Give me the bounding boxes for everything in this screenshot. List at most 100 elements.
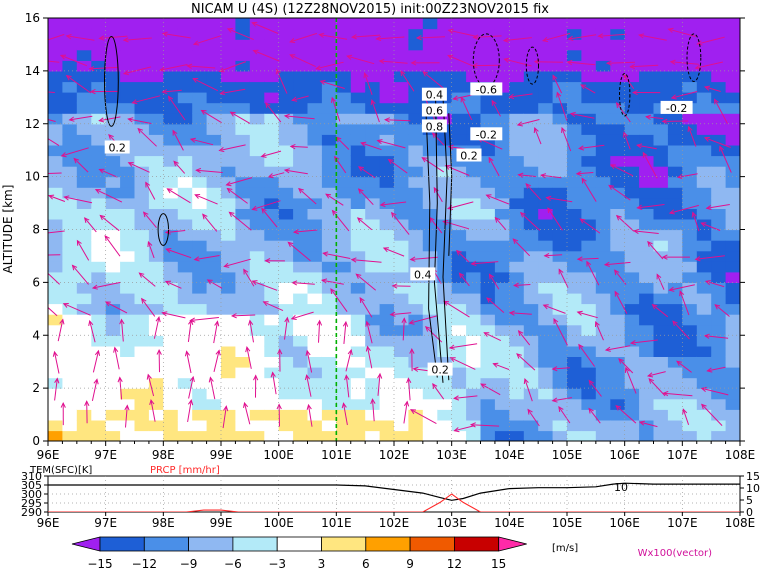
field-cell bbox=[639, 251, 654, 262]
field-cell bbox=[322, 50, 337, 61]
field-cell bbox=[567, 187, 582, 198]
field-cell bbox=[48, 251, 63, 262]
field-cell bbox=[726, 29, 741, 40]
field-cell bbox=[668, 71, 683, 82]
field-cell bbox=[77, 367, 92, 378]
field-cell bbox=[452, 325, 467, 336]
field-cell bbox=[322, 230, 337, 241]
field-cell bbox=[495, 219, 510, 230]
field-cell bbox=[509, 177, 524, 188]
field-cell bbox=[135, 71, 150, 82]
colorbar-segment bbox=[144, 537, 188, 551]
field-cell bbox=[408, 39, 423, 50]
field-cell bbox=[697, 230, 712, 241]
field-cell bbox=[149, 39, 164, 50]
field-cell bbox=[682, 39, 697, 50]
field-cell bbox=[481, 71, 496, 82]
field-cell bbox=[452, 230, 467, 241]
field-cell bbox=[408, 145, 423, 156]
field-cell bbox=[654, 219, 669, 230]
field-cell bbox=[625, 18, 640, 29]
field-cell bbox=[149, 356, 164, 367]
field-cell bbox=[639, 356, 654, 367]
field-cell bbox=[106, 251, 121, 262]
field-cell bbox=[322, 304, 337, 315]
field-cell bbox=[365, 240, 380, 251]
field-cell bbox=[279, 420, 294, 431]
field-cell bbox=[250, 187, 265, 198]
field-cell bbox=[91, 240, 106, 251]
field-cell bbox=[351, 29, 366, 40]
field-cell bbox=[308, 145, 323, 156]
field-cell bbox=[408, 177, 423, 188]
field-cell bbox=[408, 230, 423, 241]
field-cell bbox=[481, 314, 496, 325]
field-cell bbox=[120, 356, 135, 367]
field-cell bbox=[264, 177, 279, 188]
field-cell bbox=[207, 103, 222, 114]
field-cell bbox=[581, 60, 596, 71]
field-cell bbox=[524, 293, 539, 304]
field-cell bbox=[380, 187, 395, 198]
field-cell bbox=[178, 113, 193, 124]
field-cell bbox=[639, 187, 654, 198]
field-cell bbox=[293, 134, 308, 145]
field-cell bbox=[365, 409, 380, 420]
field-cell bbox=[351, 177, 366, 188]
field-cell bbox=[62, 103, 77, 114]
field-cell bbox=[322, 420, 337, 431]
field-cell bbox=[207, 60, 222, 71]
field-cell bbox=[625, 29, 640, 40]
field-cell bbox=[135, 240, 150, 251]
field-cell bbox=[365, 156, 380, 167]
field-cell bbox=[91, 92, 106, 103]
field-cell bbox=[610, 113, 625, 124]
field-cell bbox=[668, 219, 683, 230]
field-cell bbox=[163, 103, 178, 114]
field-cell bbox=[380, 409, 395, 420]
field-cell bbox=[207, 261, 222, 272]
field-cell bbox=[235, 430, 250, 441]
field-cell bbox=[423, 399, 438, 410]
field-cell bbox=[610, 335, 625, 346]
field-cell bbox=[610, 430, 625, 441]
field-cell bbox=[207, 304, 222, 315]
field-cell bbox=[509, 293, 524, 304]
field-cell bbox=[466, 230, 481, 241]
field-cell bbox=[264, 240, 279, 251]
field-cell bbox=[279, 378, 294, 389]
field-cell bbox=[178, 304, 193, 315]
field-cell bbox=[351, 282, 366, 293]
field-cell bbox=[437, 325, 452, 336]
field-cell bbox=[394, 314, 409, 325]
field-cell bbox=[135, 198, 150, 209]
field-cell bbox=[481, 166, 496, 177]
field-cell bbox=[149, 335, 164, 346]
field-cell bbox=[336, 420, 351, 431]
field-cell bbox=[336, 145, 351, 156]
field-cell bbox=[567, 409, 582, 420]
field-cell bbox=[495, 325, 510, 336]
field-cell bbox=[62, 60, 77, 71]
field-cell bbox=[48, 156, 63, 167]
field-cell bbox=[654, 208, 669, 219]
field-cell bbox=[91, 409, 106, 420]
field-cell bbox=[538, 81, 553, 92]
field-cell bbox=[394, 420, 409, 431]
field-cell bbox=[48, 177, 63, 188]
field-cell bbox=[149, 430, 164, 441]
field-cell bbox=[408, 92, 423, 103]
field-cell bbox=[625, 156, 640, 167]
field-cell bbox=[682, 314, 697, 325]
field-cell bbox=[581, 293, 596, 304]
field-cell bbox=[221, 399, 236, 410]
field-cell bbox=[581, 50, 596, 61]
field-cell bbox=[293, 430, 308, 441]
field-cell bbox=[322, 388, 337, 399]
field-cell bbox=[711, 124, 726, 135]
field-cell bbox=[567, 399, 582, 410]
field-cell bbox=[437, 156, 452, 167]
field-cell bbox=[524, 81, 539, 92]
field-cell bbox=[524, 240, 539, 251]
field-cell bbox=[394, 92, 409, 103]
